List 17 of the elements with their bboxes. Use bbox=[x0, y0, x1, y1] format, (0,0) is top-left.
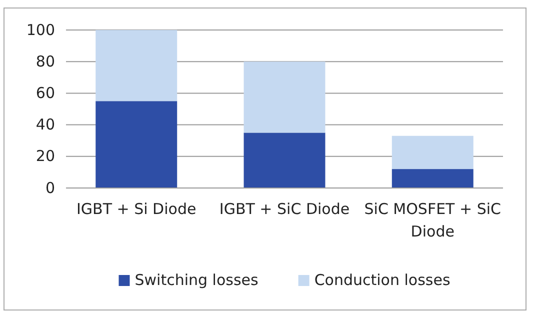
y-tick-label: 60 bbox=[36, 84, 55, 102]
bar bbox=[392, 169, 474, 188]
y-tick-label: 40 bbox=[36, 116, 55, 134]
y-tick-label: 0 bbox=[45, 178, 55, 197]
bar bbox=[244, 62, 326, 133]
bar bbox=[96, 30, 178, 102]
x-tick-label: IGBT + Si Diode bbox=[76, 200, 196, 218]
x-tick-label: IGBT + SiC Diode bbox=[219, 200, 350, 218]
bar bbox=[392, 136, 474, 170]
bar bbox=[244, 132, 326, 188]
legend-label: Switching losses bbox=[134, 271, 258, 289]
y-tick-label: 80 bbox=[36, 52, 55, 70]
bar bbox=[96, 101, 178, 188]
y-tick-label: 100 bbox=[26, 20, 55, 39]
legend-label: Conduction losses bbox=[314, 271, 450, 289]
y-tick-label: 20 bbox=[36, 147, 55, 166]
x-tick-label: SiC MOSFET + SiC Diode bbox=[364, 200, 502, 240]
